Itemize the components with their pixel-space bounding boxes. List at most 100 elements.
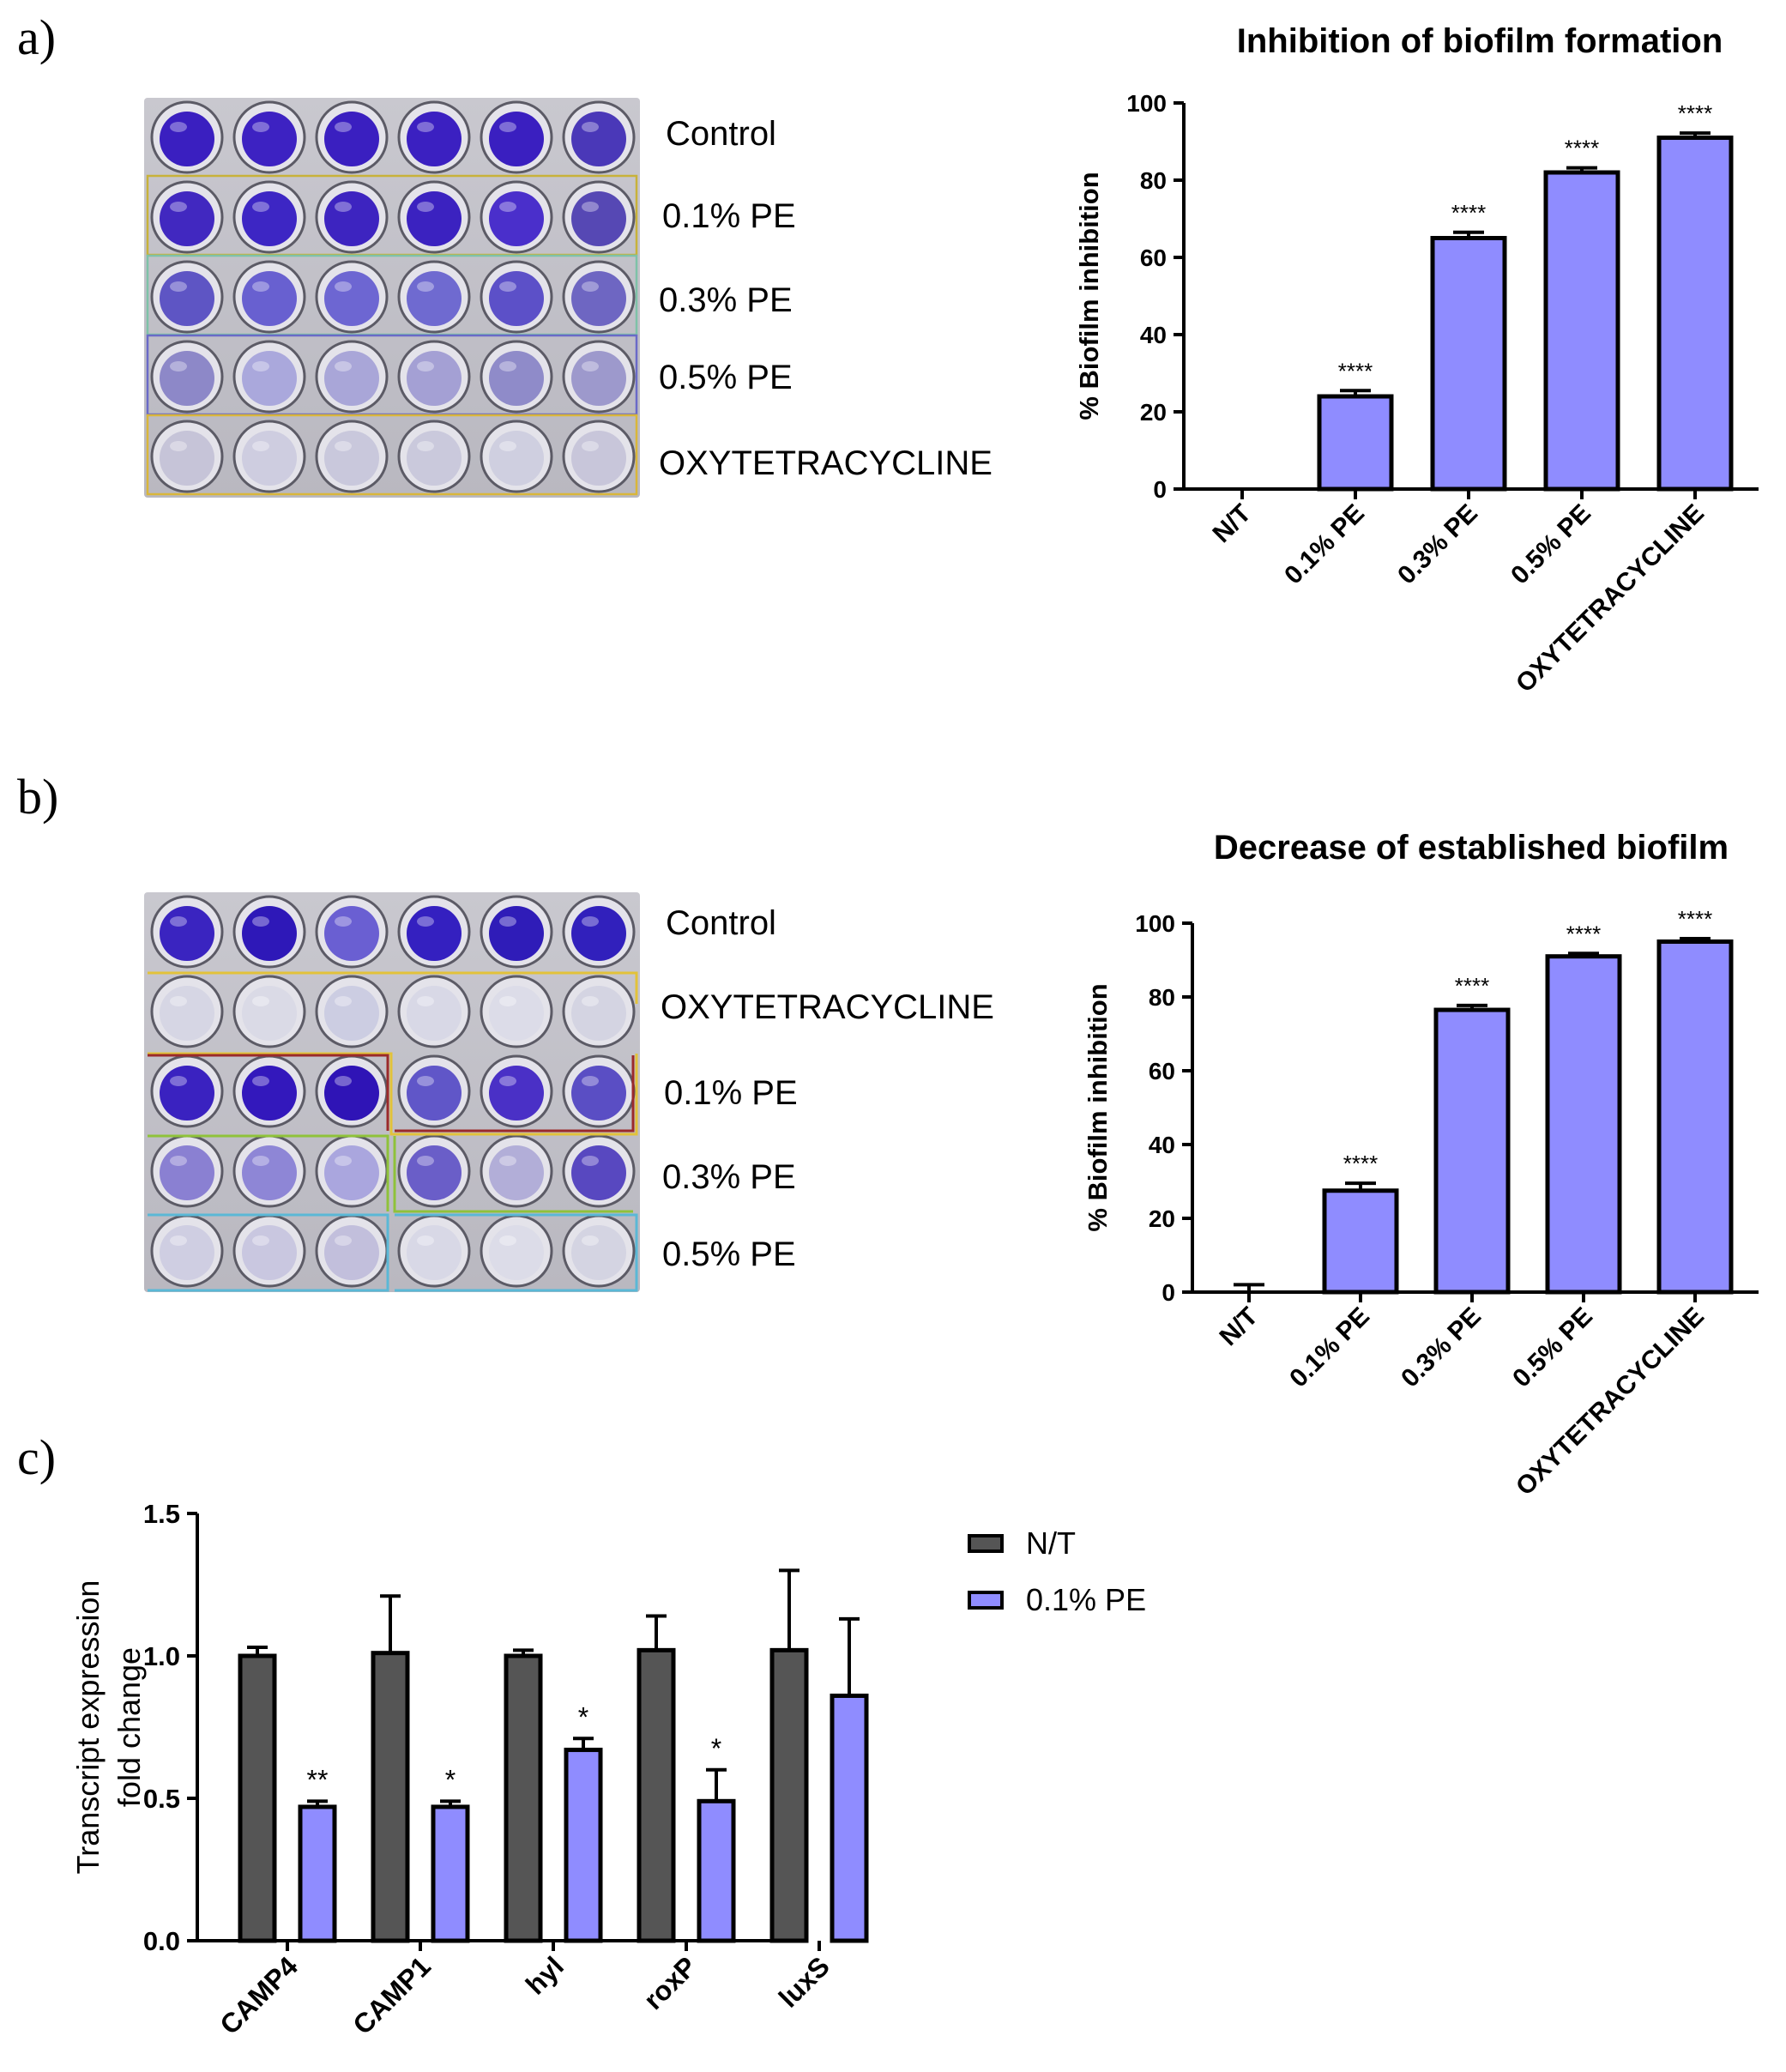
chart-2-bar [769, 1647, 809, 1943]
plate-a-well-highlight [417, 202, 434, 212]
chart-0-y-tick-label: 20 [1140, 399, 1167, 426]
plate-b-well-fill [160, 1225, 214, 1280]
plate-b-well-fill [324, 906, 379, 961]
plate-a-well-highlight [417, 281, 434, 292]
plate-a-well-fill [571, 431, 626, 486]
legend-item-nt: N/T [968, 1515, 1146, 1572]
plate-a-well-highlight [252, 281, 269, 292]
plate-b-well-fill [407, 986, 462, 1041]
chart-c-transcript-expression: 0.0 0.5 1.0 1.5 Transcript expression fold ch… [70, 1499, 869, 2040]
chart-1-y-tick-label: 60 [1149, 1058, 1175, 1084]
plate-b-well-highlight [335, 916, 352, 927]
chart-0-x-tick-label: 0.3% PE [1392, 499, 1483, 590]
plate-a-label-oxytetracycline: OXYTETRACYCLINE [659, 444, 993, 482]
plate-b-well-fill [489, 906, 544, 961]
chart-2-bar [371, 1651, 410, 1943]
chart-2-x-tick-label: roxP [637, 1950, 703, 2015]
plate-b-well-fill [324, 986, 379, 1041]
plate-b-frame-red [148, 1054, 635, 1133]
plate-a-well-fill [489, 351, 544, 406]
plate-b-well-fill [571, 1145, 626, 1200]
chart-1-y-tick-label: 80 [1149, 984, 1175, 1011]
legend-label-0.1pe: 0.1% PE [1026, 1582, 1147, 1617]
plate-a-well-fill [160, 351, 214, 406]
plate-a-well-highlight [170, 281, 187, 292]
plate-a-well-highlight [170, 122, 187, 132]
chart-0-bar [1656, 136, 1734, 492]
plate-b-well-highlight [335, 1235, 352, 1246]
well-plate-a-graphic [146, 100, 638, 496]
chart-0-y-tick-label: 40 [1140, 322, 1167, 348]
chart-c-legend: N/T 0.1% PE [968, 1515, 1146, 1628]
plate-a-label-0.3pe: 0.3% PE [659, 281, 793, 319]
legend-swatch-nt [968, 1534, 1004, 1553]
plate-a-well-highlight [335, 202, 352, 212]
plate-b-well-fill [160, 906, 214, 961]
plate-a-well-fill [407, 351, 462, 406]
chart-0-y-axis-label: % Biofilm inhibition [1074, 172, 1104, 420]
plate-b-well-highlight [252, 996, 269, 1006]
plate-b-well-highlight [499, 1235, 516, 1246]
chart-0-significance-label: **** [1678, 100, 1712, 126]
plate-b-well-fill [407, 906, 462, 961]
plate-a-well-highlight [252, 361, 269, 372]
chart-0-x-tick-label: OXYTETRACYCLINE [1511, 499, 1710, 698]
plate-a-well-fill [571, 271, 626, 326]
plate-a-well-highlight [252, 202, 269, 212]
plate-a-well-highlight [170, 202, 187, 212]
chart-0-bar [1430, 236, 1507, 492]
plate-a-well-highlight [582, 281, 599, 292]
plate-a-well-fill [407, 271, 462, 326]
chart-2-bar [431, 1804, 470, 1943]
chart-0-y-tick-label: 60 [1140, 245, 1167, 271]
plate-a-well-fill [160, 271, 214, 326]
plate-b-well-highlight [170, 1076, 187, 1086]
plate-a-label-0.5pe: 0.5% PE [659, 359, 793, 396]
chart-1-bar [1545, 954, 1622, 1295]
plate-b-well-fill [324, 1145, 379, 1200]
chart-2-x-tick-label: CAMP1 [347, 1950, 437, 2040]
plate-b-well-fill [324, 1066, 379, 1121]
chart-1-y-tick-label: 40 [1149, 1132, 1175, 1158]
plate-a-well-fill [489, 431, 544, 486]
plate-a-well-highlight [252, 441, 269, 451]
chart-0-x-tick-label: 0.1% PE [1279, 499, 1370, 590]
plate-a-well-fill [160, 191, 214, 246]
chart-1-bar [1322, 1188, 1399, 1295]
chart-2-significance-label: * [578, 1701, 588, 1732]
plate-a-well-fill [489, 271, 544, 326]
plate-a-well-fill [489, 112, 544, 166]
plate-b-well-fill [489, 986, 544, 1041]
chart-0-bar [1317, 394, 1394, 492]
chart-1-significance-label: **** [1343, 1151, 1378, 1176]
plate-a-well-highlight [499, 202, 516, 212]
plate-b-well-highlight [582, 1235, 599, 1246]
plate-a-well-fill [160, 112, 214, 166]
chart-0-x-tick-label: 0.5% PE [1505, 499, 1596, 590]
plate-a-well-highlight [252, 122, 269, 132]
well-plate-b-graphic [148, 895, 638, 1292]
plate-a-well-fill [324, 271, 379, 326]
chart-1-x-tick-label: 0.5% PE [1507, 1302, 1598, 1393]
plate-a-well-highlight [499, 122, 516, 132]
plate-b-frame-green [148, 1134, 633, 1213]
chart-2-bar [298, 1804, 337, 1943]
chart-2-x-tick-label: luxS [773, 1950, 836, 2013]
plate-b-well-fill [160, 986, 214, 1041]
plate-b-well-fill [571, 1225, 626, 1280]
chart-1-significance-label: **** [1678, 906, 1712, 932]
plate-b-well-fill [242, 906, 297, 961]
chart-a-biofilm-formation: 0 20 40 60 80 100 % Biofilm inhibition N/T **** 0… [1074, 90, 1759, 698]
chart-2-bar [830, 1693, 869, 1943]
plate-a-well-highlight [582, 122, 599, 132]
plate-a-well-fill [242, 112, 297, 166]
panel-letter-a: a) [17, 9, 57, 65]
plate-b-well-highlight [335, 1076, 352, 1086]
chart-a-title: Inhibition of biofilm formation [1236, 22, 1723, 60]
plate-b-well-fill [489, 1145, 544, 1200]
plate-b-well-fill [242, 1145, 297, 1200]
plate-a-well-highlight [499, 281, 516, 292]
plate-b-well-highlight [499, 1156, 516, 1166]
plate-b-label-control: Control [666, 904, 776, 942]
chart-2-y-axis-label-line: Transcript expression [70, 1580, 106, 1875]
